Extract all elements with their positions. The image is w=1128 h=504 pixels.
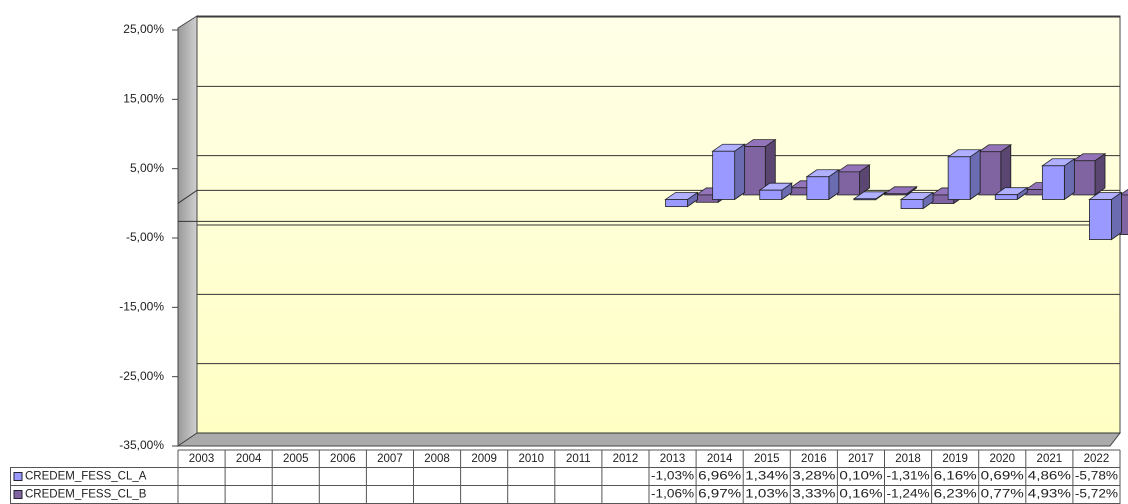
table-header: 2013 [660,453,686,465]
legend-label: CREDEM_FESS_CL_B [25,489,147,501]
table-header: 2006 [330,453,356,465]
table-header: 2022 [1084,453,1110,465]
bar-side [1111,191,1122,241]
table-header: 2021 [1037,453,1063,465]
table-value: 1,03% [745,489,788,501]
y-tick-label: -25,00% [119,369,164,383]
bar [1041,165,1065,200]
table-header: 2005 [283,453,309,465]
table-value: 4,86% [1028,471,1071,483]
legend-label: CREDEM_FESS_CL_A [25,471,147,483]
table-value: 0,69% [981,471,1024,483]
floor [176,432,1122,447]
table-header: 2011 [566,453,591,465]
table-value: -1,24% [887,489,930,501]
bar [1072,160,1096,196]
side-wall [177,15,198,447]
table-value: -1,31% [887,471,930,483]
y-tick-label: -15,00% [119,300,164,314]
legend-swatch [13,472,23,481]
table-value: 0,16% [839,489,882,501]
bar [837,171,860,196]
bar [665,199,688,208]
table-value: -5,72% [1075,489,1118,501]
y-tick-label: 15,00% [123,92,164,106]
table-value: 6,97% [698,489,741,501]
table-header: 2009 [471,453,497,465]
bar [806,176,830,200]
table-value: 4,93% [1028,489,1071,501]
table-header: 2003 [189,453,215,465]
bar [994,194,1018,200]
bar [884,193,907,196]
bar [759,189,783,200]
table-value: 6,16% [934,471,977,483]
table-value: 6,23% [934,489,977,501]
table-header: 2015 [754,453,780,465]
bar [978,151,1002,196]
table-header: 2012 [613,453,639,465]
bar [900,199,924,209]
y-tick-label: -5,00% [126,230,164,244]
table-value: 1,34% [745,471,788,483]
table-value: -5,78% [1075,471,1118,483]
table-header: 2019 [942,453,968,465]
bar [742,146,766,196]
bar-side [969,149,981,201]
table-header: 2014 [707,453,733,465]
y-tick-label: -35,00% [119,438,164,452]
table-value: 0,77% [981,489,1024,501]
table-header: 2017 [848,453,874,465]
table-value: 0,10% [839,471,882,483]
table-header: 2016 [801,453,827,465]
table-value: 3,28% [792,471,835,483]
bar [853,198,877,201]
y-tick-label: 5,00% [130,161,164,175]
bar [947,156,971,200]
bar [1089,199,1112,240]
bar-top [1118,188,1128,196]
table-header: 2008 [424,453,450,465]
bar [712,150,736,200]
table-header: 2018 [895,453,921,465]
table-header: 2010 [518,453,544,465]
table-value: -1,03% [651,471,694,483]
table-header: 2007 [377,453,403,465]
y-tick-label: 25,00% [123,22,164,36]
bar-side [734,143,746,201]
table-value: 3,33% [792,489,835,501]
table-header: 2020 [989,453,1015,465]
table-value: -1,06% [651,489,694,501]
legend-swatch [13,490,23,499]
table-header: 2004 [236,453,262,465]
table-value: 6,96% [698,471,741,483]
